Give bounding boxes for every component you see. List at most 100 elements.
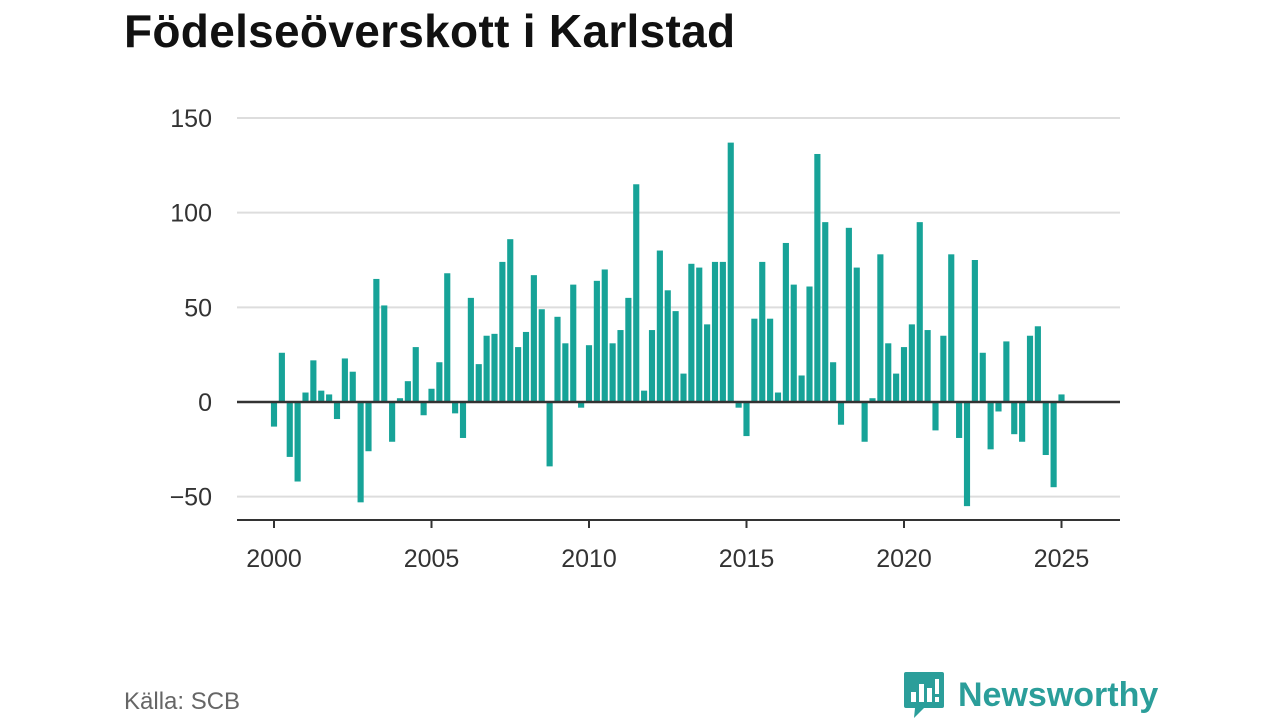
bars — [270, 142, 1065, 507]
bar — [349, 371, 356, 402]
bar — [530, 275, 537, 402]
bar — [940, 335, 947, 402]
bar — [593, 280, 600, 402]
x-tick-label: 2025 — [1034, 545, 1090, 573]
brand-logo: Newsworthy — [902, 670, 1158, 720]
bar — [956, 402, 963, 438]
bar — [302, 392, 309, 402]
bar — [806, 286, 813, 402]
bar — [774, 392, 782, 402]
bar — [341, 358, 348, 402]
bar — [373, 278, 380, 402]
bar — [270, 402, 278, 427]
bar — [333, 402, 341, 420]
y-tick-label: 0 — [198, 389, 212, 417]
bar — [436, 362, 443, 402]
bar — [696, 267, 703, 402]
bar — [719, 261, 726, 402]
bar — [585, 345, 593, 402]
bar — [609, 343, 616, 402]
bar — [735, 402, 742, 408]
bar — [759, 261, 766, 402]
bar — [751, 318, 758, 402]
y-tick-label: 100 — [170, 200, 212, 228]
bar — [963, 402, 971, 507]
bar — [932, 402, 939, 431]
bar — [625, 297, 632, 402]
bar — [971, 260, 978, 402]
bar — [294, 402, 301, 482]
bar — [1003, 341, 1010, 402]
bar — [743, 402, 750, 437]
bar — [365, 402, 372, 452]
y-tick-label: −50 — [170, 484, 212, 512]
bar — [853, 267, 860, 402]
y-axis-ticks: −50 0 50 100 150 — [170, 105, 212, 512]
bar — [798, 375, 805, 402]
bar — [672, 311, 679, 402]
chart-title: Födelseöverskott i Karlstad — [124, 5, 736, 57]
bar — [310, 360, 317, 402]
bar — [286, 402, 293, 457]
x-tick-label: 2000 — [246, 545, 302, 573]
bar — [916, 222, 923, 402]
bar — [1042, 402, 1049, 456]
bar — [412, 347, 419, 402]
bar — [538, 309, 545, 402]
bar — [570, 284, 577, 402]
source-note: Källa: SCB — [124, 688, 241, 715]
bar — [554, 316, 561, 402]
bar — [861, 402, 868, 442]
x-tick-label: 2020 — [876, 545, 932, 573]
bar — [995, 402, 1002, 412]
bar — [444, 273, 451, 402]
bar — [885, 343, 892, 402]
bar — [680, 373, 687, 402]
bar — [428, 388, 435, 402]
bar — [767, 318, 774, 402]
bar — [900, 347, 908, 402]
bar — [389, 402, 396, 442]
bar — [845, 227, 852, 402]
bar — [326, 394, 333, 402]
bar — [1026, 335, 1034, 402]
bar — [578, 402, 585, 408]
bar — [877, 254, 884, 402]
bar — [483, 335, 490, 402]
bar — [467, 297, 474, 402]
bar — [908, 324, 915, 402]
x-tick-label: 2015 — [719, 545, 775, 573]
bar — [830, 362, 837, 402]
bar — [1050, 402, 1057, 488]
bar — [1058, 394, 1065, 402]
bar — [357, 402, 364, 503]
bar — [869, 398, 876, 402]
x-tick-label: 2005 — [404, 545, 460, 573]
y-tick-label: 50 — [184, 294, 212, 322]
bar — [648, 330, 656, 402]
bar — [420, 402, 427, 416]
chart-bubble-icon — [904, 672, 944, 718]
bar — [790, 284, 797, 402]
bar — [475, 364, 482, 402]
bar — [633, 184, 640, 402]
bar — [491, 333, 498, 402]
bar — [814, 153, 821, 402]
bar — [711, 261, 719, 402]
bar — [979, 352, 986, 402]
bar — [396, 398, 404, 402]
bar — [562, 343, 569, 402]
y-tick-label: 150 — [170, 105, 212, 133]
bar — [948, 254, 955, 402]
axes — [237, 400, 1120, 521]
bar — [452, 402, 459, 414]
bar — [318, 390, 325, 402]
bar — [507, 239, 514, 402]
bar — [1019, 402, 1026, 442]
bar — [601, 269, 608, 402]
bar — [381, 305, 388, 402]
bar — [617, 330, 624, 402]
bar — [924, 330, 931, 402]
bar — [704, 324, 711, 402]
